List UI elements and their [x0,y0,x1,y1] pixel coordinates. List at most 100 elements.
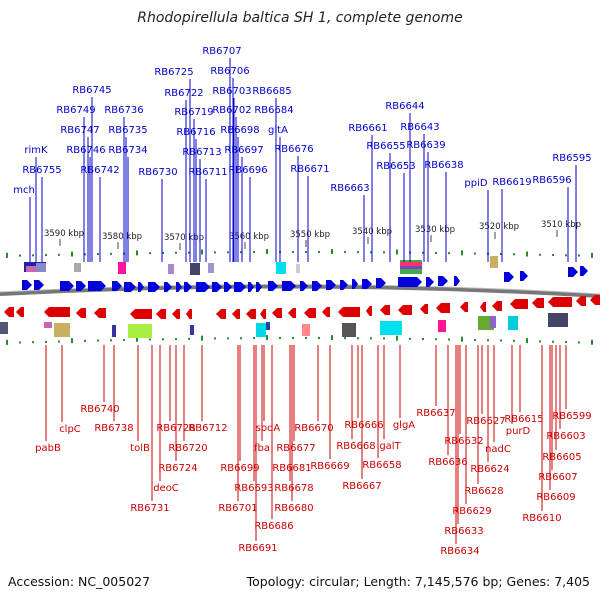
gene-label[interactable]: RB6595 [552,153,591,164]
forward-gene[interactable] [426,277,434,287]
forward-gene[interactable] [34,280,44,290]
gene-label[interactable]: RB6749 [56,105,95,116]
gene-label[interactable]: RB6707 [202,46,241,57]
gene-label[interactable]: RB6712 [188,423,227,434]
reverse-gene[interactable] [322,307,330,317]
reverse-gene[interactable] [436,303,450,313]
forward-gene[interactable] [376,278,386,288]
forward-gene[interactable] [124,282,136,292]
forward-gene[interactable] [184,282,192,292]
gene-label[interactable]: clpC [59,424,81,435]
reverse-gene[interactable] [130,309,152,319]
gene-label[interactable]: RB6711 [188,167,227,178]
gene-label[interactable]: RB6644 [385,101,424,112]
gene-label[interactable]: RB6740 [80,404,119,415]
gene-label[interactable]: RB6599 [552,411,591,422]
forward-gene[interactable] [88,281,106,291]
gene-label[interactable]: RB6722 [164,88,203,99]
gene-label[interactable]: mch [13,185,35,196]
reverse-gene[interactable] [480,302,486,312]
forward-gene[interactable] [234,282,246,292]
gene-label[interactable]: RB6634 [440,546,479,557]
gene-label[interactable]: RB6706 [210,66,249,77]
reverse-gene[interactable] [548,297,572,307]
gene-label[interactable]: RB6667 [342,481,381,492]
gene-label[interactable]: RB6703 [212,86,251,97]
gene-label[interactable]: RB6731 [130,503,169,514]
forward-gene[interactable] [256,282,262,292]
reverse-gene[interactable] [380,305,390,315]
reverse-gene[interactable] [44,307,70,317]
gene-label[interactable]: RB6716 [176,127,215,138]
gene-label[interactable]: RB6725 [154,67,193,78]
forward-gene[interactable] [248,282,254,292]
reverse-gene[interactable] [532,298,544,308]
gene-label[interactable]: RB6724 [158,463,197,474]
gene-label[interactable]: purD [506,426,531,437]
reverse-gene[interactable] [460,302,468,312]
gene-label[interactable]: RB6686 [254,521,293,532]
reverse-gene[interactable] [420,304,428,314]
gene-label[interactable]: RB6745 [72,85,111,96]
forward-gene[interactable] [300,281,308,291]
forward-gene[interactable] [398,277,422,287]
gene-label[interactable]: RB6680 [274,503,313,514]
reverse-gene[interactable] [510,299,528,309]
forward-gene[interactable] [520,271,528,281]
forward-gene[interactable] [268,281,278,291]
gene-label[interactable]: RB6678 [274,483,313,494]
gene-label[interactable]: RB6658 [362,460,401,471]
gene-label[interactable]: RB6693 [234,483,273,494]
forward-gene[interactable] [580,266,588,276]
gene-label[interactable]: RB6735 [108,125,147,136]
gene-label[interactable]: RB6655 [366,141,405,152]
gene-label[interactable]: RB6685 [252,86,291,97]
gene-label[interactable]: RB6697 [224,145,263,156]
reverse-gene[interactable] [216,309,226,319]
gene-label[interactable]: RB6691 [238,543,277,554]
gene-label[interactable]: RB6610 [522,513,561,524]
reverse-gene[interactable] [304,308,316,318]
forward-gene[interactable] [326,280,336,290]
gene-label[interactable]: RB6615 [504,414,543,425]
reverse-gene[interactable] [94,308,106,318]
gene-label[interactable]: RB6637 [416,408,455,419]
forward-gene[interactable] [138,282,144,292]
forward-gene[interactable] [352,279,358,289]
gene-label[interactable]: RB6734 [108,145,147,156]
gene-label[interactable]: RB6627 [466,416,505,427]
gene-label[interactable]: RB6702 [212,105,251,116]
forward-gene[interactable] [312,281,322,291]
gene-label[interactable]: RB6677 [276,443,315,454]
forward-gene[interactable] [212,282,222,292]
gene-label[interactable]: gltA [268,125,288,136]
gene-label[interactable]: RB6696 [228,165,267,176]
reverse-gene[interactable] [492,301,502,311]
gene-label[interactable]: RB6755 [22,165,61,176]
forward-gene[interactable] [504,272,514,282]
gene-label[interactable]: RB6607 [538,472,577,483]
gene-label[interactable]: RB6698 [220,125,259,136]
gene-label[interactable]: RB6636 [428,457,467,468]
gene-label[interactable]: nadC [485,444,511,455]
forward-gene[interactable] [148,282,160,292]
forward-gene[interactable] [112,281,122,291]
reverse-gene[interactable] [398,305,412,315]
gene-label[interactable]: RB6605 [542,452,581,463]
gene-label[interactable]: RB6699 [220,463,259,474]
gene-label[interactable]: galT [379,441,401,452]
forward-gene[interactable] [22,280,32,290]
reverse-gene[interactable] [338,307,360,317]
gene-label[interactable]: RB6719 [174,107,213,118]
gene-label[interactable]: RB6713 [182,147,221,158]
gene-label[interactable]: RB6669 [310,461,349,472]
gene-label[interactable]: RB6684 [254,105,293,116]
gene-label[interactable]: RB6671 [290,164,329,175]
gene-label[interactable]: RB6701 [218,503,257,514]
forward-gene[interactable] [340,280,348,290]
reverse-gene[interactable] [186,309,192,319]
gene-label[interactable]: RB6670 [294,423,333,434]
gene-label[interactable]: RB6638 [424,160,463,171]
forward-gene[interactable] [176,282,182,292]
forward-gene[interactable] [224,282,232,292]
